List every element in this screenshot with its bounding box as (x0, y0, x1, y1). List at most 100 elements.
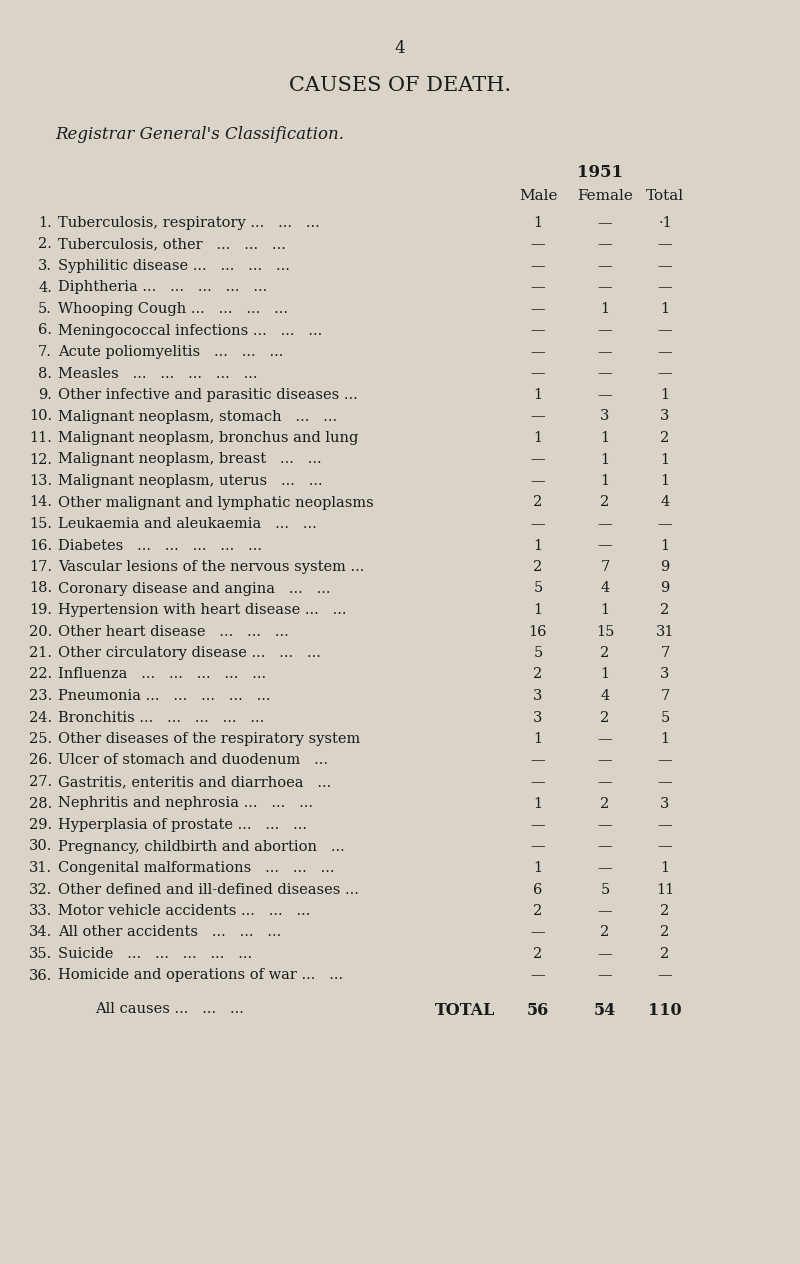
Text: ·1: ·1 (658, 216, 672, 230)
Text: 17.: 17. (29, 560, 52, 574)
Text: 18.: 18. (29, 581, 52, 595)
Text: —: — (530, 324, 546, 337)
Text: Influenza   ...   ...   ...   ...   ...: Influenza ... ... ... ... ... (58, 667, 266, 681)
Text: —: — (598, 947, 612, 961)
Text: 22.: 22. (29, 667, 52, 681)
Text: —: — (598, 968, 612, 982)
Text: 1: 1 (601, 603, 610, 617)
Text: 2.: 2. (38, 238, 52, 252)
Text: 2: 2 (534, 667, 542, 681)
Text: Female: Female (577, 190, 633, 204)
Text: 1951: 1951 (577, 164, 623, 181)
Text: Male: Male (518, 190, 558, 204)
Text: Pregnancy, childbirth and abortion   ...: Pregnancy, childbirth and abortion ... (58, 839, 345, 853)
Text: —: — (658, 818, 672, 832)
Text: Leukaemia and aleukaemia   ...   ...: Leukaemia and aleukaemia ... ... (58, 517, 317, 531)
Text: Congenital malformations   ...   ...   ...: Congenital malformations ... ... ... (58, 861, 334, 875)
Text: —: — (598, 775, 612, 789)
Text: —: — (658, 367, 672, 380)
Text: Nephritis and nephrosia ...   ...   ...: Nephritis and nephrosia ... ... ... (58, 796, 313, 810)
Text: 1: 1 (601, 474, 610, 488)
Text: —: — (530, 410, 546, 423)
Text: —: — (658, 281, 672, 295)
Text: Measles   ...   ...   ...   ...   ...: Measles ... ... ... ... ... (58, 367, 258, 380)
Text: 1: 1 (534, 861, 542, 875)
Text: 5: 5 (534, 581, 542, 595)
Text: 25.: 25. (29, 732, 52, 746)
Text: 28.: 28. (29, 796, 52, 810)
Text: 9: 9 (660, 581, 670, 595)
Text: Acute poliomyelitis   ...   ...   ...: Acute poliomyelitis ... ... ... (58, 345, 283, 359)
Text: 26.: 26. (29, 753, 52, 767)
Text: 6.: 6. (38, 324, 52, 337)
Text: 1: 1 (534, 796, 542, 810)
Text: 2: 2 (534, 495, 542, 509)
Text: 4: 4 (394, 40, 406, 57)
Text: —: — (530, 453, 546, 466)
Text: —: — (530, 775, 546, 789)
Text: —: — (530, 818, 546, 832)
Text: Whooping Cough ...   ...   ...   ...: Whooping Cough ... ... ... ... (58, 302, 288, 316)
Text: 33.: 33. (29, 904, 52, 918)
Text: —: — (530, 367, 546, 380)
Text: 32.: 32. (29, 882, 52, 896)
Text: 31: 31 (656, 624, 674, 638)
Text: Registrar General's Classification.: Registrar General's Classification. (55, 126, 344, 143)
Text: 5: 5 (534, 646, 542, 660)
Text: 36.: 36. (29, 968, 52, 982)
Text: Other infective and parasitic diseases ...: Other infective and parasitic diseases .… (58, 388, 358, 402)
Text: 2: 2 (600, 646, 610, 660)
Text: 2: 2 (660, 904, 670, 918)
Text: 2: 2 (600, 495, 610, 509)
Text: TOTAL: TOTAL (435, 1002, 495, 1019)
Text: 10.: 10. (29, 410, 52, 423)
Text: —: — (598, 281, 612, 295)
Text: Tuberculosis, respiratory ...   ...   ...: Tuberculosis, respiratory ... ... ... (58, 216, 320, 230)
Text: —: — (598, 839, 612, 853)
Text: —: — (598, 818, 612, 832)
Text: 1: 1 (661, 538, 670, 552)
Text: —: — (598, 324, 612, 337)
Text: 3: 3 (534, 710, 542, 724)
Text: All causes ...   ...   ...: All causes ... ... ... (95, 1002, 244, 1016)
Text: 2: 2 (600, 796, 610, 810)
Text: —: — (530, 839, 546, 853)
Text: 27.: 27. (29, 775, 52, 789)
Text: 19.: 19. (29, 603, 52, 617)
Text: Coronary disease and angina   ...   ...: Coronary disease and angina ... ... (58, 581, 330, 595)
Text: —: — (658, 324, 672, 337)
Text: Other defined and ill-defined diseases ...: Other defined and ill-defined diseases .… (58, 882, 359, 896)
Text: —: — (658, 775, 672, 789)
Text: 1: 1 (601, 431, 610, 445)
Text: Malignant neoplasm, stomach   ...   ...: Malignant neoplasm, stomach ... ... (58, 410, 337, 423)
Text: —: — (658, 753, 672, 767)
Text: 13.: 13. (29, 474, 52, 488)
Text: Other diseases of the respiratory system: Other diseases of the respiratory system (58, 732, 360, 746)
Text: —: — (658, 517, 672, 531)
Text: 1: 1 (601, 302, 610, 316)
Text: 1: 1 (661, 388, 670, 402)
Text: —: — (598, 861, 612, 875)
Text: Ulcer of stomach and duodenum   ...: Ulcer of stomach and duodenum ... (58, 753, 328, 767)
Text: —: — (530, 968, 546, 982)
Text: Syphilitic disease ...   ...   ...   ...: Syphilitic disease ... ... ... ... (58, 259, 290, 273)
Text: —: — (658, 968, 672, 982)
Text: 11.: 11. (29, 431, 52, 445)
Text: 12.: 12. (29, 453, 52, 466)
Text: —: — (530, 753, 546, 767)
Text: 3: 3 (660, 410, 670, 423)
Text: Hypertension with heart disease ...   ...: Hypertension with heart disease ... ... (58, 603, 346, 617)
Text: 11: 11 (656, 882, 674, 896)
Text: 34.: 34. (29, 925, 52, 939)
Text: —: — (530, 281, 546, 295)
Text: —: — (598, 538, 612, 552)
Text: Homicide and operations of war ...   ...: Homicide and operations of war ... ... (58, 968, 343, 982)
Text: 1: 1 (601, 453, 610, 466)
Text: 2: 2 (534, 947, 542, 961)
Text: —: — (658, 839, 672, 853)
Text: 35.: 35. (29, 947, 52, 961)
Text: 1: 1 (534, 538, 542, 552)
Text: 1: 1 (534, 431, 542, 445)
Text: Suicide   ...   ...   ...   ...   ...: Suicide ... ... ... ... ... (58, 947, 252, 961)
Text: 2: 2 (534, 904, 542, 918)
